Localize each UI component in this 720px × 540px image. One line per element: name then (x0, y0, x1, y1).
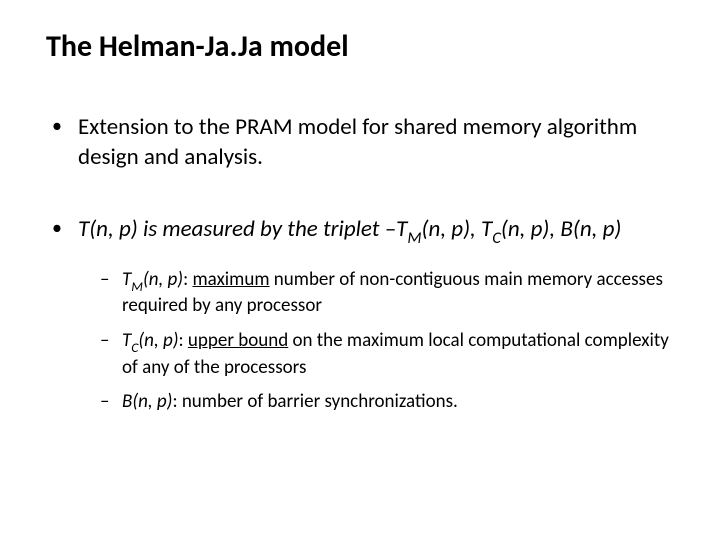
sub-bullet-2-text: TC(n, p): upper bound on the maximum loc… (122, 329, 680, 380)
sub-bullet-1-text: TM(n, p): maximum number of non-contiguo… (122, 268, 680, 319)
sub-bullet-3: – B(n, p): number of barrier synchroniza… (100, 390, 680, 415)
bullet-2: • T(n, p) is measured by the triplet –TM… (52, 215, 680, 248)
bullet-dot: • (52, 113, 78, 173)
bullet-1: • Extension to the PRAM model for shared… (52, 113, 680, 173)
sub-bullet-2: – TC(n, p): upper bound on the maximum l… (100, 329, 680, 380)
slide-title: The Helman-Ja.Ja model (46, 28, 680, 65)
bullet-2-text: T(n, p) is measured by the triplet –TM(n… (78, 215, 680, 248)
bullet-dot: • (52, 215, 78, 248)
sub-bullet-1: – TM(n, p): maximum number of non-contig… (100, 268, 680, 319)
sub-bullets: – TM(n, p): maximum number of non-contig… (100, 268, 680, 415)
bullet-1-text: Extension to the PRAM model for shared m… (78, 113, 680, 173)
dash-icon: – (100, 268, 122, 319)
sub-bullet-3-text: B(n, p): number of barrier synchronizati… (122, 390, 680, 415)
dash-icon: – (100, 329, 122, 380)
dash-icon: – (100, 390, 122, 415)
